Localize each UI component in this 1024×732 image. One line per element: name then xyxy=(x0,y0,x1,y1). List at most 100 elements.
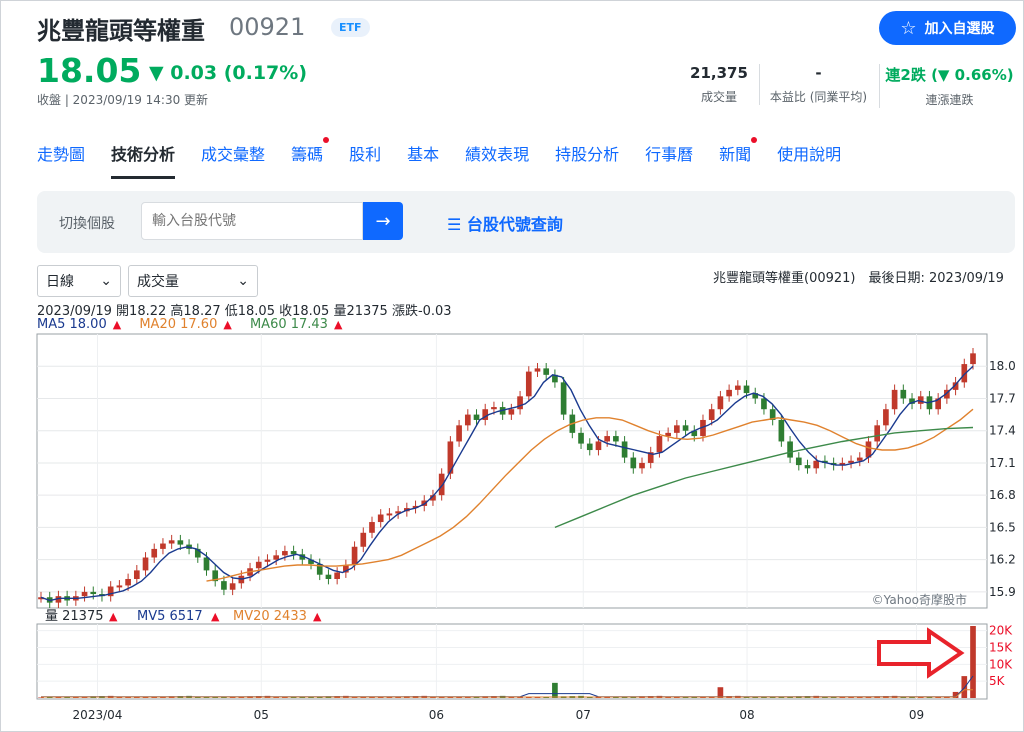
mv20-legend: MV20 2433 xyxy=(233,609,307,624)
volume-bar xyxy=(900,697,907,698)
price-tick-label: 17.7 xyxy=(989,391,1016,405)
volume-tick-label: 15K xyxy=(989,640,1013,654)
volume-bar xyxy=(194,697,201,698)
indicator-value: 成交量 xyxy=(137,274,179,290)
volume-bar xyxy=(46,697,53,698)
candle xyxy=(856,457,863,461)
ma5-legend: MA5 18.00 xyxy=(37,317,107,332)
volume-bar xyxy=(682,697,689,698)
candle xyxy=(917,396,924,404)
period-select[interactable]: 日線 ⌄ xyxy=(37,265,121,297)
volume-bar xyxy=(761,697,767,698)
volume-bar xyxy=(952,691,959,698)
stat-value: 連2跌 (▼ 0.66%) xyxy=(885,66,1014,84)
arrow-right-icon: → xyxy=(375,210,391,232)
tab-holdings[interactable]: 持股分析 xyxy=(555,141,619,179)
candle xyxy=(107,586,114,597)
candle xyxy=(700,419,706,437)
tab-news[interactable]: 新聞 xyxy=(719,137,758,179)
candle xyxy=(90,591,97,595)
candle xyxy=(482,409,489,420)
candle xyxy=(813,460,820,469)
candle xyxy=(552,374,558,383)
candle xyxy=(682,425,689,431)
candle xyxy=(613,436,619,442)
tab-help[interactable]: 使用說明 xyxy=(777,141,841,179)
stat-label: 成交量 xyxy=(700,90,737,104)
tab-chips[interactable]: 籌碼 xyxy=(291,137,330,179)
stock-name: 兆豐龍頭等權重 xyxy=(37,17,205,45)
candle xyxy=(944,389,950,399)
up-triangle-icon: ▲ xyxy=(333,318,343,331)
date-tick-label: 08 xyxy=(739,708,754,722)
candle xyxy=(586,443,593,451)
ma5-line xyxy=(40,365,974,602)
candle xyxy=(961,364,968,383)
candle xyxy=(203,557,210,571)
add-watchlist-button[interactable]: ☆ 加入自選股 xyxy=(879,11,1016,45)
stock-search-input[interactable] xyxy=(141,202,363,240)
candle xyxy=(691,430,698,437)
volume-bar xyxy=(116,697,123,698)
code-lookup-link[interactable]: ☰ 台股代號查詢 xyxy=(447,211,563,235)
tab-basic[interactable]: 基本 xyxy=(407,141,439,179)
price-change: ▼ 0.03 (0.17%) xyxy=(149,62,308,84)
tab-performance[interactable]: 績效表現 xyxy=(465,141,529,179)
candle xyxy=(369,522,375,533)
price-tick-label: 17.4 xyxy=(989,424,1016,438)
tab-trend[interactable]: 走勢圖 xyxy=(37,141,85,179)
etf-badge: ETF xyxy=(331,18,370,37)
candle xyxy=(430,495,436,501)
tab-calendar[interactable]: 行事曆 xyxy=(645,141,693,179)
tab-label: 技術分析 xyxy=(111,145,176,164)
candle xyxy=(874,425,881,442)
volume-bar xyxy=(752,697,759,698)
red-arrow-annotation xyxy=(877,627,965,679)
stat-label: 本益比 (同業平均) xyxy=(769,90,868,104)
indicator-select[interactable]: 成交量 ⌄ xyxy=(128,265,258,297)
volume-bar xyxy=(508,697,515,698)
tab-trades[interactable]: 成交彙整 xyxy=(201,141,265,179)
candle xyxy=(142,557,149,571)
volume-bar xyxy=(133,697,140,698)
candle xyxy=(621,441,628,458)
volume-bar xyxy=(917,697,924,698)
price-tick-label: 16.2 xyxy=(989,553,1016,567)
price-tick-label: 16.5 xyxy=(989,520,1016,534)
search-submit-button[interactable]: → xyxy=(363,202,403,240)
candle xyxy=(334,572,340,579)
tab-label: 新聞 xyxy=(719,145,752,164)
tab-technical[interactable]: 技術分析 xyxy=(111,141,176,179)
candle xyxy=(717,396,724,410)
candle xyxy=(909,398,915,404)
candle xyxy=(778,419,785,442)
candle xyxy=(299,554,306,560)
candle xyxy=(177,540,184,545)
volume-bar xyxy=(517,697,523,698)
volume-bar xyxy=(743,697,750,698)
candle xyxy=(264,559,271,562)
candle xyxy=(212,570,219,582)
mv5-legend: MV5 6517 xyxy=(137,609,203,624)
volume-bar xyxy=(369,697,375,698)
add-watchlist-label: 加入自選股 xyxy=(924,21,995,37)
tab-label: 成交彙整 xyxy=(201,145,266,164)
price-tick-label: 15.9 xyxy=(989,585,1016,599)
up-triangle-icon: ▲ xyxy=(313,610,322,623)
volume-bar xyxy=(438,697,445,698)
candle xyxy=(578,432,584,444)
candle xyxy=(377,514,384,523)
candle xyxy=(473,414,480,420)
candle xyxy=(952,382,959,390)
volume-bar xyxy=(586,697,593,698)
tab-label: 使用說明 xyxy=(777,145,842,164)
volume-bar xyxy=(552,682,558,698)
candle xyxy=(883,409,889,426)
candle xyxy=(734,385,741,390)
tab-dividend[interactable]: 股利 xyxy=(349,141,381,179)
candle xyxy=(761,398,767,410)
candle xyxy=(891,389,898,410)
volume-bar xyxy=(961,676,968,698)
up-triangle-icon: ▲ xyxy=(112,318,122,331)
